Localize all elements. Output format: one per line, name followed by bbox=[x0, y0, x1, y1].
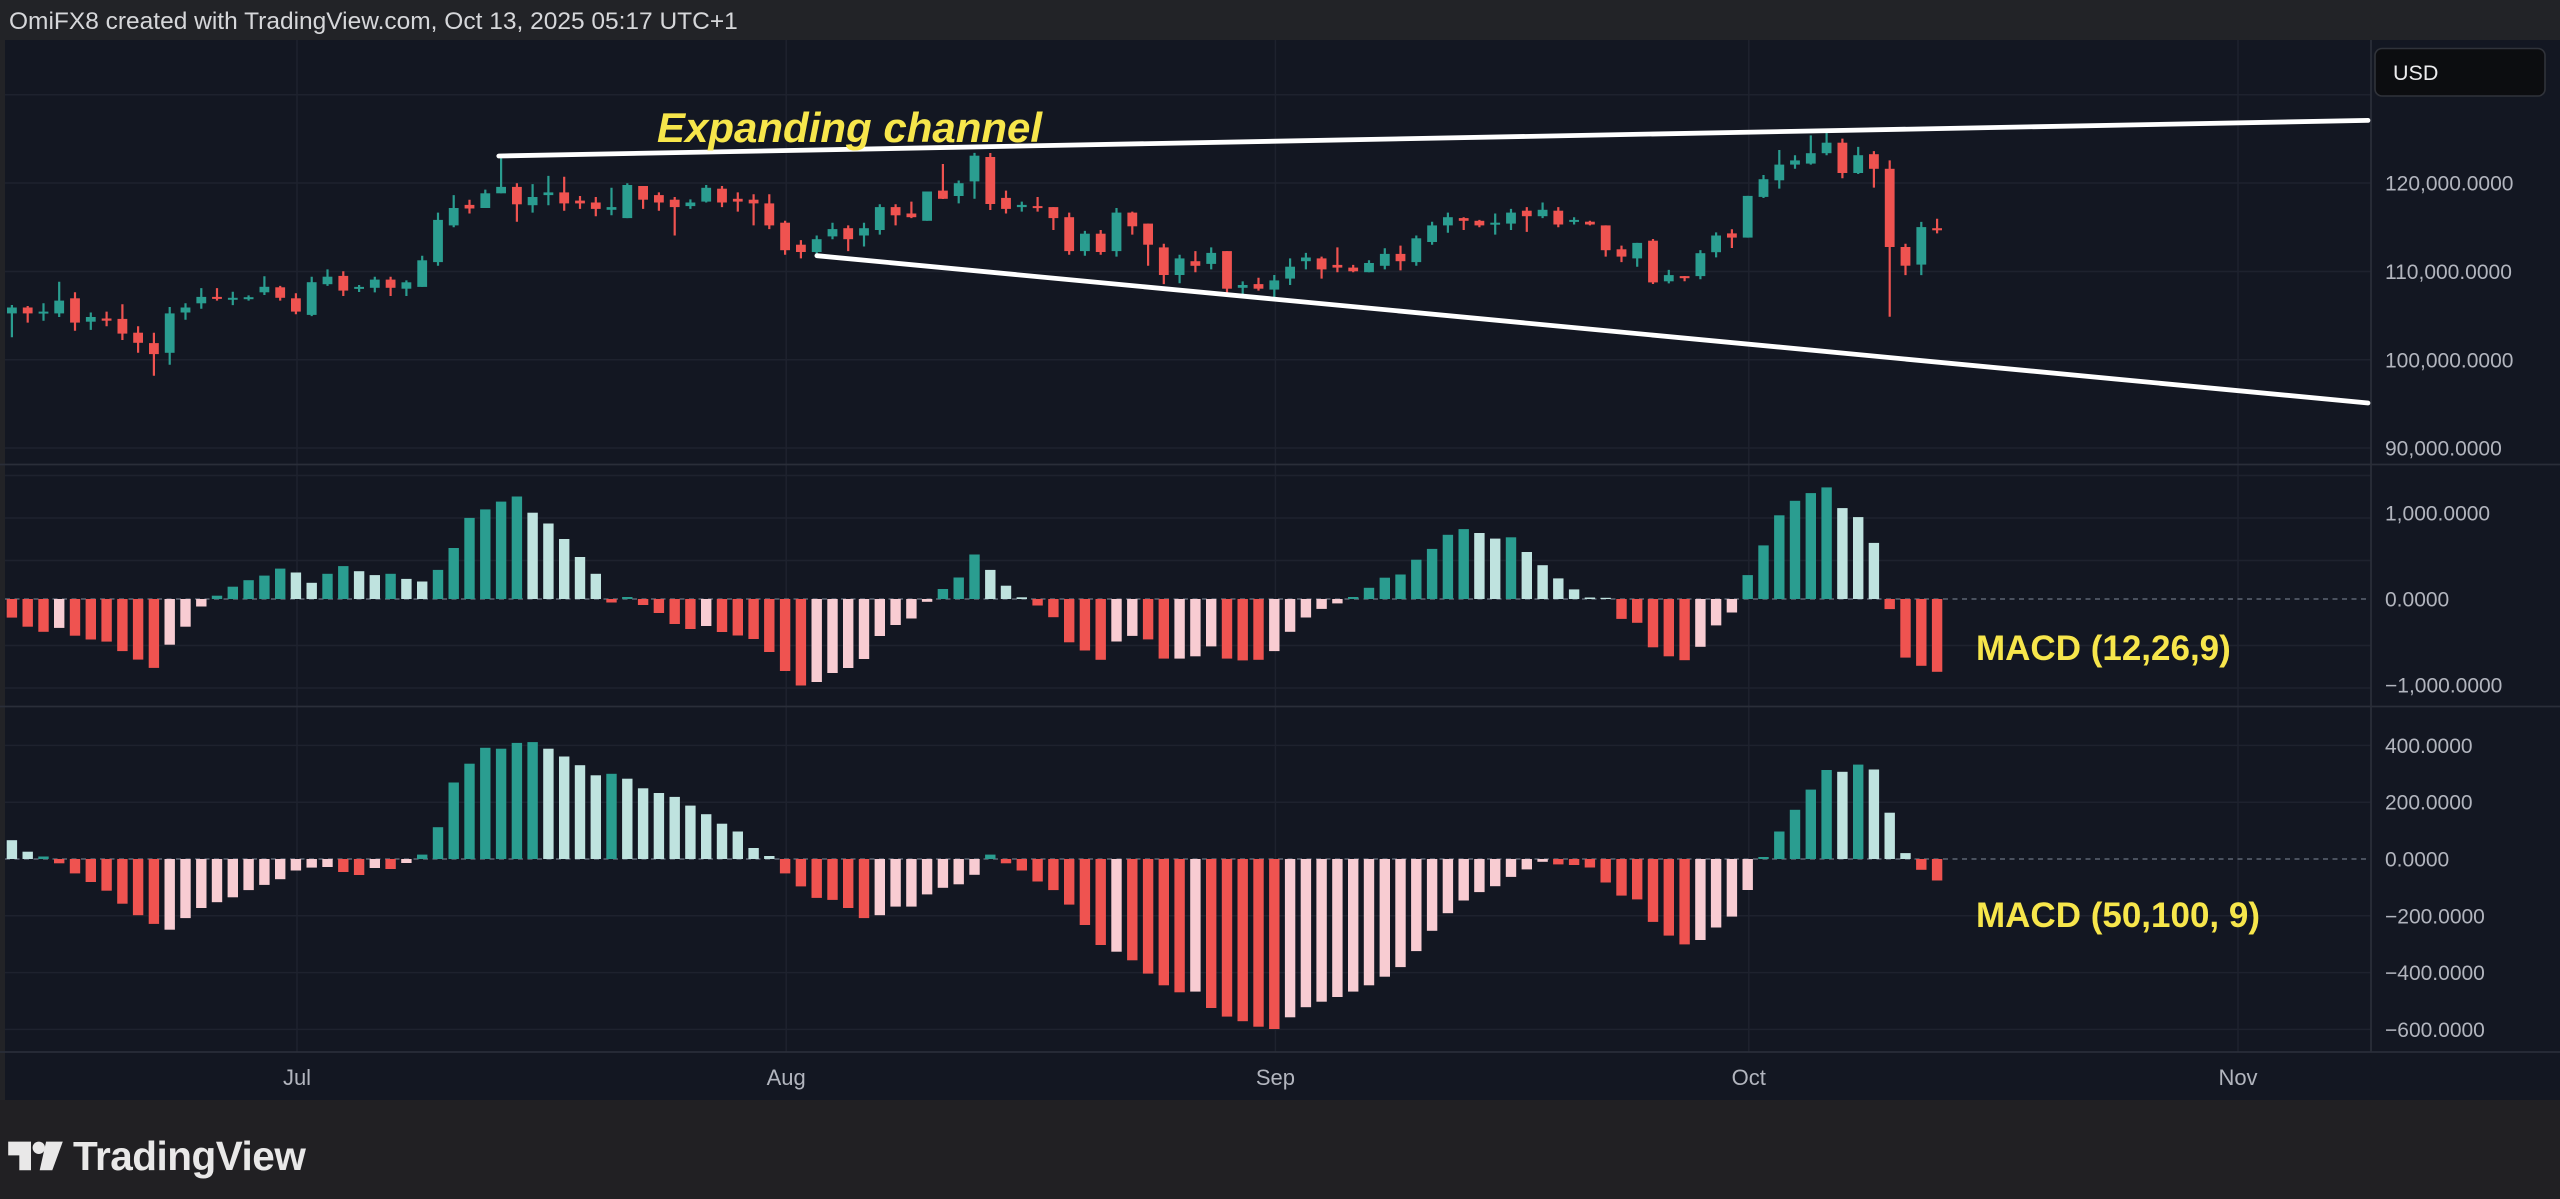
svg-text:1,000.0000: 1,000.0000 bbox=[2385, 503, 2490, 526]
svg-text:110,000.0000: 110,000.0000 bbox=[2385, 261, 2512, 284]
svg-text:Nov: Nov bbox=[2218, 1065, 2257, 1090]
svg-text:OmiFX8 created with TradingVie: OmiFX8 created with TradingView.com, Oct… bbox=[9, 8, 738, 35]
svg-text:−200.0000: −200.0000 bbox=[2385, 905, 2485, 928]
svg-text:120,000.0000: 120,000.0000 bbox=[2385, 173, 2513, 196]
svg-text:MACD (50,100, 9): MACD (50,100, 9) bbox=[1976, 896, 2260, 935]
svg-text:USD: USD bbox=[2393, 61, 2438, 85]
svg-text:Sep: Sep bbox=[1256, 1065, 1295, 1090]
svg-text:0.0000: 0.0000 bbox=[2385, 849, 2449, 872]
svg-text:0.0000: 0.0000 bbox=[2385, 589, 2449, 612]
svg-text:−600.0000: −600.0000 bbox=[2385, 1019, 2485, 1042]
svg-text:100,000.0000: 100,000.0000 bbox=[2385, 349, 2513, 372]
svg-text:−400.0000: −400.0000 bbox=[2385, 962, 2485, 985]
svg-text:Aug: Aug bbox=[767, 1065, 806, 1090]
svg-text:Jul: Jul bbox=[283, 1065, 311, 1090]
svg-text:90,000.0000: 90,000.0000 bbox=[2385, 438, 2502, 461]
svg-text:Oct: Oct bbox=[1732, 1065, 1766, 1090]
svg-text:Expanding channel: Expanding channel bbox=[657, 104, 1043, 151]
svg-text:TradingView: TradingView bbox=[73, 1133, 306, 1179]
svg-text:−1,000.0000: −1,000.0000 bbox=[2385, 675, 2502, 698]
svg-text:200.0000: 200.0000 bbox=[2385, 792, 2473, 815]
svg-text:MACD (12,26,9): MACD (12,26,9) bbox=[1976, 629, 2231, 668]
svg-text:400.0000: 400.0000 bbox=[2385, 735, 2473, 758]
